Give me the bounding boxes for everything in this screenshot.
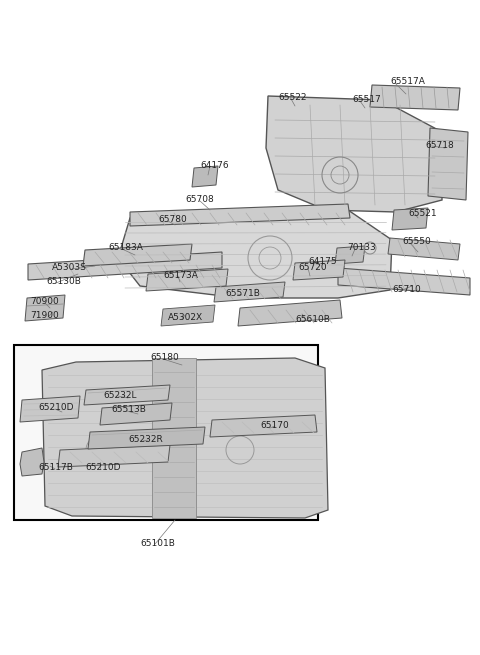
Text: 65232R: 65232R [128,436,163,445]
Text: 65718: 65718 [425,141,454,149]
Text: A5303S: A5303S [52,263,87,272]
Polygon shape [428,128,468,200]
Polygon shape [338,268,470,295]
Text: 65517: 65517 [352,96,381,105]
Polygon shape [118,210,392,298]
Polygon shape [161,305,215,326]
Text: 65710: 65710 [392,286,421,295]
Polygon shape [293,260,345,280]
Text: 64176: 64176 [200,160,228,170]
Polygon shape [210,415,317,437]
Polygon shape [388,238,460,260]
Text: 65170: 65170 [260,421,289,430]
Text: 65173A: 65173A [163,271,198,280]
Polygon shape [335,246,365,264]
Text: 65513B: 65513B [111,405,146,415]
Polygon shape [214,282,285,302]
Polygon shape [392,208,428,230]
Text: 65210D: 65210D [38,403,73,413]
Text: 71900: 71900 [30,312,59,320]
Polygon shape [146,269,228,291]
Text: 65780: 65780 [158,215,187,225]
Polygon shape [20,396,80,422]
Text: 65517A: 65517A [390,77,425,86]
Text: 65183A: 65183A [108,244,143,252]
Polygon shape [58,445,170,467]
Text: 70133: 70133 [347,244,376,252]
Polygon shape [28,252,222,280]
Text: 65101B: 65101B [140,538,175,548]
Polygon shape [370,85,460,110]
Bar [14,345,318,520]
Polygon shape [83,244,192,266]
Text: 65232L: 65232L [103,390,136,400]
Polygon shape [88,427,205,449]
Text: 65117B: 65117B [38,464,73,472]
Polygon shape [100,403,172,425]
Polygon shape [84,385,170,405]
Text: 65522: 65522 [278,92,307,102]
Text: 65571B: 65571B [225,288,260,297]
Text: 65720: 65720 [298,263,326,272]
Text: 65210D: 65210D [85,464,120,472]
Polygon shape [266,96,442,212]
Polygon shape [25,295,65,321]
Text: 65130B: 65130B [46,278,81,286]
Polygon shape [192,166,218,187]
Polygon shape [238,300,342,326]
Text: 65550: 65550 [402,238,431,246]
Text: 65521: 65521 [408,208,437,217]
Text: 65708: 65708 [185,195,214,204]
Text: 65180: 65180 [150,354,179,362]
Text: 64175: 64175 [308,257,336,267]
Polygon shape [20,448,44,476]
Text: 70900: 70900 [30,297,59,307]
Text: A5302X: A5302X [168,314,203,322]
Polygon shape [152,358,196,518]
Polygon shape [130,204,350,226]
Text: 65610B: 65610B [295,316,330,324]
Polygon shape [42,358,328,518]
